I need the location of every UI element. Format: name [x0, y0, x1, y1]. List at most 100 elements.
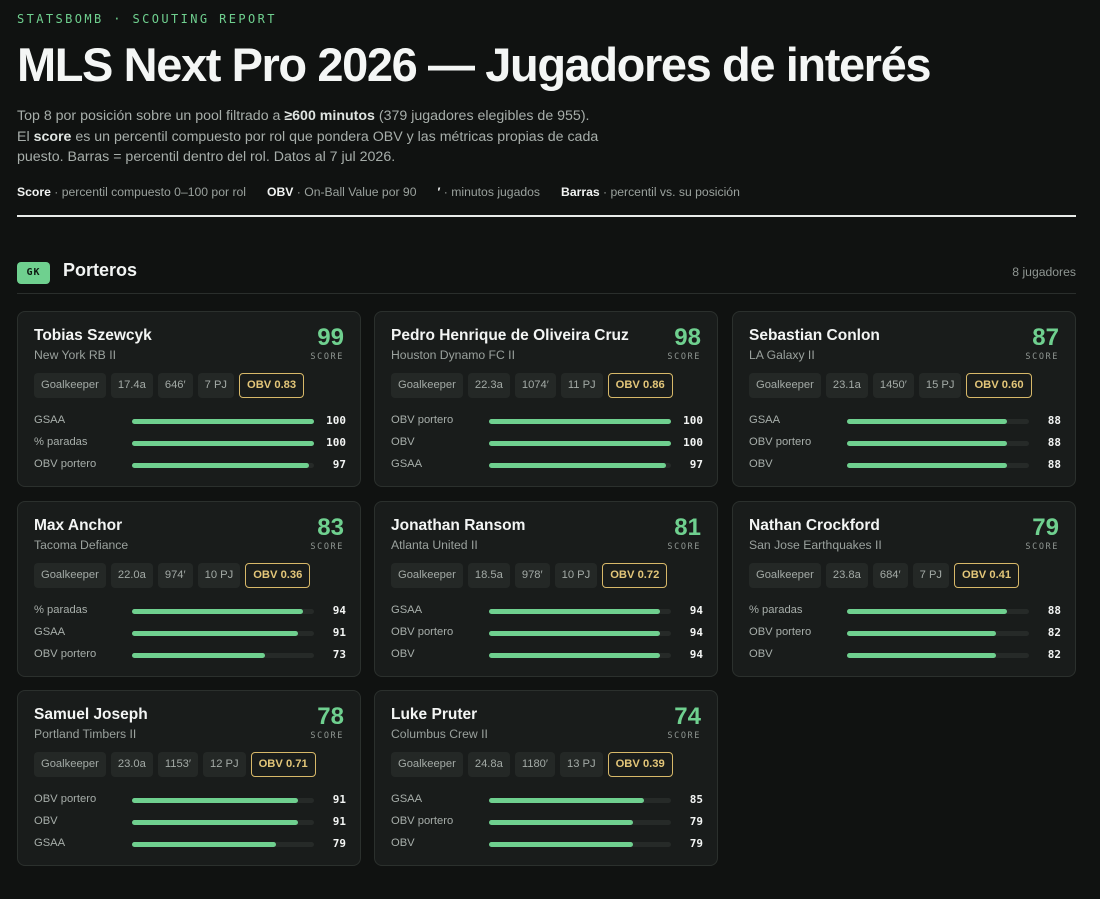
age-chip: 22.3a: [467, 373, 510, 398]
player-score: 87: [1032, 324, 1059, 351]
player-name: Nathan Crockford: [749, 517, 880, 534]
obv-chip: OBV 0.60: [966, 373, 1032, 398]
metric-value: 94: [332, 604, 346, 617]
metric-bar-fill: [489, 798, 644, 803]
player-club: New York RB II: [34, 348, 116, 362]
legend-key: Score: [17, 184, 51, 199]
metric-bar-track: [132, 842, 314, 847]
metric-row: GSAA 85: [391, 791, 703, 813]
metric-row: OBV 82: [749, 646, 1061, 668]
legend-text: · percentil compuesto 0–100 por rol: [50, 184, 246, 199]
metric-bars: GSAA 85 OBV portero 79 OBV 79: [391, 791, 703, 857]
metric-label: OBV portero: [391, 626, 454, 638]
metric-bar-fill: [132, 419, 314, 424]
player-chips: Goalkeeper 22.3a 1074′ 11 PJ OBV 0.86: [391, 373, 678, 398]
metric-value: 79: [332, 837, 346, 850]
metric-bar-fill: [489, 820, 633, 825]
metric-label: OBV portero: [34, 793, 97, 805]
metric-bar-track: [489, 653, 671, 658]
player-club: Tacoma Defiance: [34, 538, 129, 552]
legend-key: Barras: [561, 184, 600, 199]
metric-row: OBV 91: [34, 813, 346, 835]
metric-bar-track: [847, 441, 1029, 446]
intro-text: es un percentil compuesto por rol que po…: [17, 128, 599, 166]
metric-row: OBV portero 100: [391, 412, 703, 434]
metric-value: 94: [689, 626, 703, 639]
metric-bar-fill: [489, 631, 661, 636]
report-intro: Top 8 por posición sobre un pool filtrad…: [17, 106, 637, 168]
metric-row: OBV 94: [391, 646, 703, 668]
player-club: Atlanta United II: [391, 538, 478, 552]
metric-row: OBV portero 79: [391, 813, 703, 835]
metric-bar-track: [132, 419, 314, 424]
metric-bar-track: [489, 609, 671, 614]
section-title: Porteros: [63, 260, 138, 280]
page-title: MLS Next Pro 2026 — Jugadores de interés: [17, 38, 931, 91]
metric-label: OBV: [34, 815, 58, 827]
score-label: SCORE: [310, 731, 344, 741]
metric-value: 100: [326, 414, 346, 427]
metric-bar-fill: [847, 653, 997, 658]
player-card[interactable]: Sebastian Conlon LA Galaxy II 87 SCORE Goalk…: [732, 311, 1076, 487]
player-card[interactable]: Luke Pruter Columbus Crew II 74 SCORE Goalke…: [374, 690, 718, 866]
player-chips: Goalkeeper 23.1a 1450′ 15 PJ OBV 0.60: [749, 373, 1037, 398]
section-divider: [17, 293, 1076, 294]
matches-chip: 11 PJ: [560, 373, 603, 398]
metric-bars: % paradas 88 OBV portero 82 OBV 82: [749, 602, 1061, 668]
matches-chip: 15 PJ: [918, 373, 962, 398]
metric-value: 100: [683, 436, 703, 449]
player-chips: Goalkeeper 17.4a 646′ 7 PJ OBV 0.83: [34, 373, 309, 398]
player-name: Sebastian Conlon: [749, 327, 880, 344]
legend-item-obv: OBV · On-Ball Value por 90: [267, 185, 417, 199]
metric-value: 88: [1047, 436, 1061, 449]
metric-bars: GSAA 100 % paradas 100 OBV portero 97: [34, 412, 346, 478]
legend-item-minutes: ′ · minutos jugados: [437, 185, 540, 199]
metric-bar-fill: [847, 463, 1008, 468]
metric-value: 100: [683, 414, 703, 427]
metric-row: % paradas 100: [34, 434, 346, 456]
metric-label: GSAA: [34, 626, 66, 638]
metric-value: 97: [332, 458, 346, 471]
metric-bar-track: [847, 631, 1029, 636]
metric-value: 85: [689, 793, 703, 806]
minutes-chip: 1153′: [157, 752, 198, 777]
metric-bar-fill: [489, 842, 633, 847]
metric-bar-track: [489, 798, 671, 803]
player-card[interactable]: Samuel Joseph Portland Timbers II 78 SCORE G…: [17, 690, 361, 866]
player-club: Columbus Crew II: [391, 727, 488, 741]
metric-bar-track: [489, 631, 671, 636]
legend-text: · percentil vs. su posición: [599, 184, 740, 199]
metric-bar-fill: [132, 441, 314, 446]
metric-bars: GSAA 94 OBV portero 94 OBV 94: [391, 602, 703, 668]
minutes-chip: 684′: [872, 563, 908, 588]
metric-label: OBV: [749, 648, 773, 660]
player-card[interactable]: Jonathan Ransom Atlanta United II 81 SCORE G…: [374, 501, 718, 677]
legend-key: OBV: [266, 184, 294, 199]
intro-score-term: score: [33, 128, 72, 145]
obv-chip: OBV 0.36: [245, 563, 311, 588]
metric-bar-fill: [847, 631, 997, 636]
player-card[interactable]: Tobias Szewcyk New York RB II 99 SCORE Goalk…: [17, 311, 361, 487]
metric-bar-track: [132, 631, 314, 636]
player-club: Portland Timbers II: [34, 727, 137, 741]
position-chip: Goalkeeper: [391, 563, 463, 588]
metric-value: 88: [1047, 458, 1061, 471]
position-chip: Goalkeeper: [34, 752, 106, 777]
metric-row: OBV portero 82: [749, 624, 1061, 646]
position-chip: Goalkeeper: [34, 373, 106, 398]
player-club: San Jose Earthquakes II: [749, 538, 882, 552]
player-card[interactable]: Nathan Crockford San Jose Earthquakes II 7…: [732, 501, 1076, 677]
obv-chip: OBV 0.83: [239, 373, 305, 398]
section-player-count: 8 jugadores: [1012, 265, 1076, 279]
player-card[interactable]: Pedro Henrique de Oliveira Cruz Houston D…: [374, 311, 718, 487]
metric-bar-fill: [489, 441, 671, 446]
metric-bar-fill: [489, 609, 661, 614]
player-chips: Goalkeeper 24.8a 1180′ 13 PJ OBV 0.39: [391, 752, 678, 777]
metric-value: 91: [332, 815, 346, 828]
metric-value: 91: [332, 793, 346, 806]
legend-key: ′: [437, 184, 441, 199]
metric-label: GSAA: [34, 414, 66, 426]
metric-value: 100: [326, 436, 346, 449]
intro-text: Top 8 por posición sobre un pool filtrad…: [17, 108, 285, 124]
player-card[interactable]: Max Anchor Tacoma Defiance 83 SCORE Goalkeep…: [17, 501, 361, 677]
